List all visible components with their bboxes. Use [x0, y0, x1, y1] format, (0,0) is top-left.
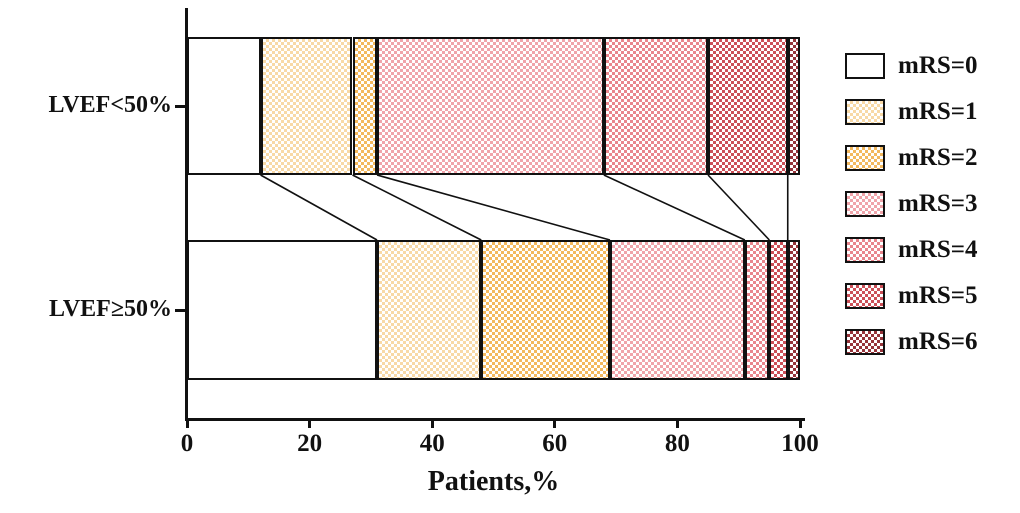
y-tick	[175, 308, 185, 312]
x-tick	[553, 418, 557, 428]
bar-segment-mrs-3-row1	[609, 240, 745, 380]
connector-line	[707, 174, 770, 241]
legend-swatch	[845, 236, 885, 263]
legend-label: mRS=6	[898, 327, 978, 355]
legend-swatch	[845, 190, 885, 217]
bar-segment-mrs-6-row1	[787, 240, 800, 380]
legend-item: mRS=1	[845, 98, 978, 125]
x-tick-label: 100	[781, 430, 819, 457]
x-tick	[430, 418, 434, 428]
bar-segment-mrs-6-row0	[787, 37, 800, 175]
legend: mRS=0 mRS=1 mRS=2 mRS=3 mRS=4 mRS=5 mRS=6	[845, 52, 978, 374]
bar-segment-mrs-2-row0	[352, 37, 378, 175]
x-tick-label: 20	[297, 430, 323, 457]
legend-item: mRS=2	[845, 144, 978, 171]
connector-line	[260, 174, 378, 241]
legend-label: mRS=5	[898, 281, 978, 309]
connector-line	[603, 174, 746, 241]
bar-segment-mrs-1-row0	[260, 37, 353, 175]
x-axis-title: Patients,%	[427, 466, 560, 497]
bar-segment-mrs-4-row0	[603, 37, 709, 175]
legend-swatch	[845, 144, 885, 171]
x-tick-label: 0	[180, 430, 194, 457]
legend-swatch	[845, 328, 885, 355]
legend-label: mRS=4	[898, 235, 978, 263]
bar-segment-mrs-0-row0	[187, 37, 261, 175]
legend-item: mRS=5	[845, 282, 978, 309]
connector-line	[376, 174, 611, 241]
category-label-lvef-lt50: LVEF<50%	[48, 92, 172, 118]
x-tick	[308, 418, 312, 428]
legend-swatch	[845, 98, 885, 125]
connector-line	[352, 174, 482, 241]
x-tick-label: 60	[542, 430, 568, 457]
legend-item: mRS=6	[845, 328, 978, 355]
legend-label: mRS=2	[898, 143, 978, 171]
bar-segment-mrs-5-row1	[769, 240, 788, 380]
x-tick	[675, 418, 679, 428]
x-tick	[798, 418, 802, 428]
bar-segment-mrs-1-row1	[377, 240, 482, 380]
x-tick-label: 40	[419, 430, 445, 457]
legend-label: mRS=1	[898, 97, 978, 125]
legend-swatch	[845, 282, 885, 309]
legend-label: mRS=3	[898, 189, 978, 217]
y-axis-line	[185, 8, 188, 421]
bar-segment-mrs-2-row1	[481, 240, 610, 380]
x-tick-label: 80	[664, 430, 690, 457]
legend-item: mRS=3	[845, 190, 978, 217]
x-tick	[185, 418, 189, 428]
bar-segment-mrs-5-row0	[708, 37, 788, 175]
legend-item: mRS=4	[845, 236, 978, 263]
category-label-lvef-ge50: LVEF≥50%	[49, 296, 172, 322]
y-tick	[175, 104, 185, 108]
legend-item: mRS=0	[845, 52, 978, 79]
bar-segment-mrs-4-row1	[744, 240, 770, 380]
x-axis-line	[185, 418, 805, 421]
bar-segment-mrs-3-row0	[377, 37, 604, 175]
legend-swatch	[845, 52, 885, 79]
bar-segment-mrs-0-row1	[187, 240, 378, 380]
legend-label: mRS=0	[898, 51, 978, 79]
